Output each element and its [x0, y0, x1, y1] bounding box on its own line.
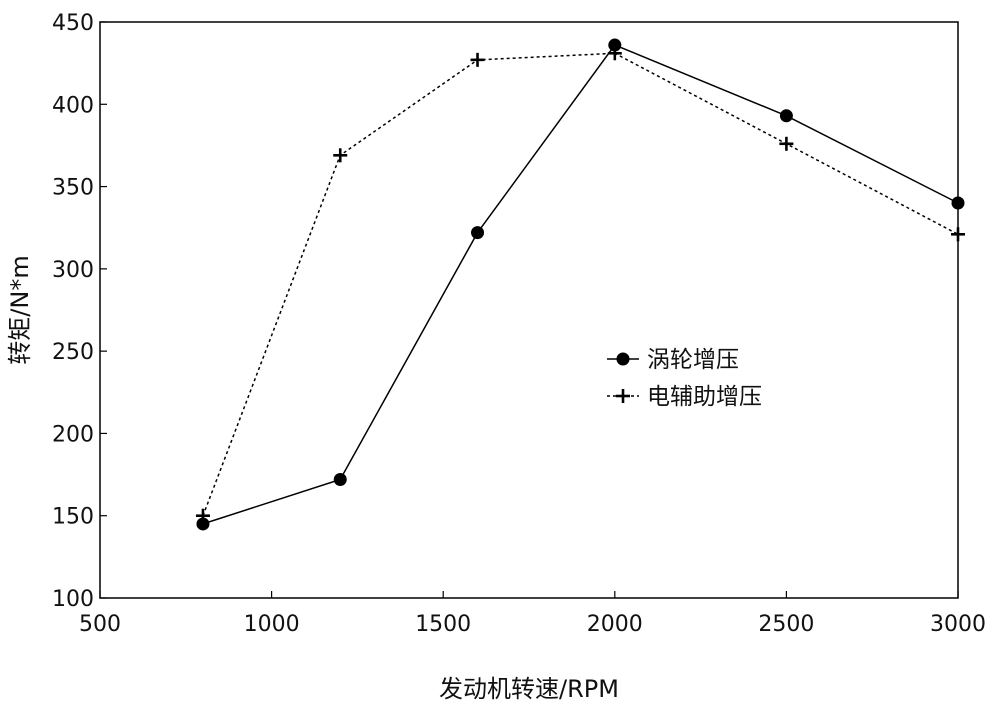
legend-label: 涡轮增压 [647, 347, 739, 373]
data-point [333, 473, 347, 487]
x-tick-label: 1000 [244, 612, 300, 637]
data-point [196, 517, 210, 531]
data-point [779, 109, 793, 123]
legend-item: 电辅助增压 [607, 384, 762, 410]
y-axis-ticks: 100 150 200 250 300 350 400 450 [52, 11, 107, 612]
series-layer [195, 38, 965, 531]
x-tick-label: 500 [79, 612, 121, 637]
data-point [779, 136, 794, 151]
y-tick-label: 350 [52, 176, 94, 201]
y-tick-label: 300 [52, 258, 94, 283]
series-2 [195, 46, 965, 523]
data-point [607, 46, 622, 61]
y-tick-label: 100 [52, 587, 94, 612]
x-axis-title: 发动机转速/RPM [439, 675, 619, 703]
legend-item: 涡轮增压 [607, 347, 739, 373]
series-1 [196, 38, 965, 531]
series-line [202, 44, 959, 525]
x-tick-label: 2000 [587, 612, 643, 637]
data-point [608, 38, 622, 52]
legend-marker [616, 389, 630, 403]
plot-area [99, 21, 959, 599]
data-point [470, 52, 485, 67]
data-point [951, 227, 965, 242]
y-tick-label: 200 [52, 422, 94, 447]
legend-marker [616, 352, 630, 366]
data-point [471, 226, 485, 240]
data-point [951, 196, 965, 210]
legend-label: 电辅助增压 [647, 384, 762, 410]
y-tick-label: 250 [52, 340, 94, 365]
data-point [333, 148, 348, 163]
x-tick-label: 1500 [415, 612, 471, 637]
series-line [202, 52, 959, 516]
y-axis-title: 转矩/N*m [6, 255, 34, 364]
y-tick-label: 400 [52, 93, 94, 118]
data-point [195, 508, 210, 523]
y-tick-label: 150 [52, 505, 94, 530]
x-tick-label: 3000 [930, 612, 986, 637]
y-tick-label: 450 [52, 11, 94, 36]
x-axis-ticks: 500 1000 1500 2000 2500 3000 [79, 591, 986, 637]
x-tick-label: 2500 [758, 612, 814, 637]
